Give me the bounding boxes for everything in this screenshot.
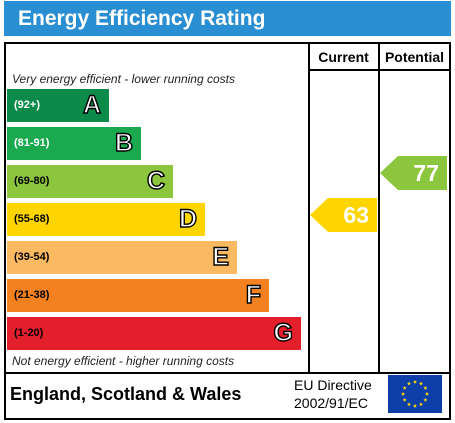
page-title: Energy Efficiency Rating: [4, 1, 451, 36]
potential-rating-arrow: 77: [380, 156, 447, 190]
rating-band-b: (81-91) B: [7, 127, 141, 160]
band-letter: C: [146, 166, 165, 195]
potential-rating-value: 77: [413, 160, 439, 186]
eu-star-icon: [423, 397, 428, 402]
potential-column-divider: [378, 44, 380, 374]
band-range-label: (21-38): [14, 289, 50, 301]
band-letter: B: [114, 128, 133, 157]
band-range-label: (81-91): [14, 137, 50, 149]
potential-column-header: Potential: [384, 49, 445, 65]
band-range-label: (1-20): [14, 327, 44, 339]
eu-directive-line1: EU Directive: [294, 377, 372, 393]
rating-band-d: (55-68) D: [7, 203, 205, 236]
rating-band-a: (92+) A: [7, 89, 109, 122]
eu-star-icon: [400, 391, 406, 396]
current-rating-value: 63: [343, 202, 369, 228]
band-letter: F: [245, 280, 262, 309]
eu-star-icon: [423, 385, 428, 390]
band-letter: A: [82, 90, 101, 119]
footer-rule: [6, 372, 449, 374]
band-range-label: (92+): [14, 99, 40, 111]
eu-star-icon: [402, 397, 407, 402]
eu-directive: EU Directive 2002/91/EC: [294, 376, 372, 412]
eu-flag-icon: [388, 375, 442, 413]
band-range-label: (69-80): [14, 175, 50, 187]
eu-star-icon: [406, 402, 412, 407]
eu-star-icon: [418, 402, 424, 407]
rating-band-g: (1-20) G: [7, 317, 301, 350]
eu-star-icon: [406, 381, 412, 386]
eu-directive-line2: 2002/91/EC: [294, 395, 368, 411]
eu-star-icon: [412, 379, 418, 384]
rating-band-c: (69-80) C: [7, 165, 173, 198]
current-column-divider: [308, 44, 310, 374]
top-note: Very energy efficient - lower running co…: [12, 72, 235, 86]
eu-star-icon: [412, 403, 418, 408]
current-rating-arrow: 63: [310, 198, 377, 232]
current-column-header: Current: [318, 49, 369, 65]
eu-star-icon: [424, 391, 430, 396]
column-header-rule: [308, 69, 449, 71]
band-letter: G: [273, 318, 294, 347]
band-range-label: (39-54): [14, 251, 50, 263]
band-letter: E: [212, 242, 230, 271]
footer-region: England, Scotland & Wales: [10, 384, 242, 404]
band-letter: D: [178, 204, 197, 233]
rating-band-e: (39-54) E: [7, 241, 237, 274]
rating-table: Current Potential Very energy efficient …: [4, 42, 451, 420]
rating-band-f: (21-38) F: [7, 279, 269, 312]
band-range-label: (55-68): [14, 213, 50, 225]
eu-star-icon: [418, 381, 424, 386]
bottom-note: Not energy efficient - higher running co…: [12, 354, 235, 368]
eu-star-icon: [402, 385, 407, 390]
